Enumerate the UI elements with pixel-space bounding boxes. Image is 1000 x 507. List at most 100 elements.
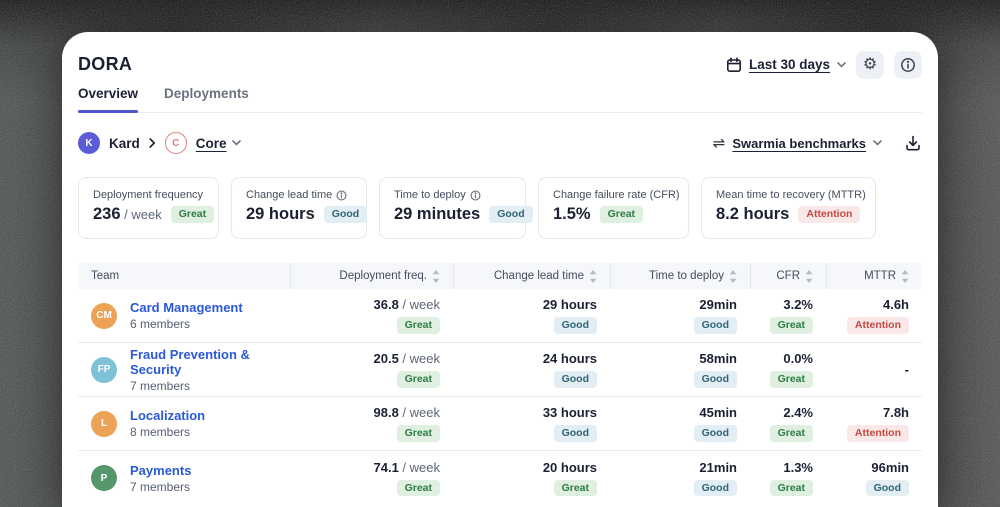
status-badge: Good xyxy=(865,479,909,497)
metric-cell: 74.1 / week Great xyxy=(290,451,453,505)
team-avatar: CM xyxy=(91,302,117,329)
status-badge: Great xyxy=(396,371,440,388)
date-range-selector[interactable]: Last 30 days xyxy=(726,56,846,73)
status-badge: Good xyxy=(693,425,737,442)
status-badge: Great xyxy=(396,425,440,442)
settings-button[interactable]: ⚙ xyxy=(856,50,884,79)
status-badge: Great xyxy=(599,206,644,223)
column-header-change-lead-time[interactable]: Change lead time xyxy=(453,263,610,289)
tab-overview[interactable]: Overview xyxy=(78,86,139,113)
metric-value: - xyxy=(904,362,909,377)
metric-cell: 4.6h Attention xyxy=(826,289,922,342)
breadcrumb: K Kard C Core xyxy=(78,132,241,154)
team-link[interactable]: Card Management xyxy=(130,300,243,315)
column-header-time-to-deploy[interactable]: Time to deploy xyxy=(610,263,750,289)
status-badge: Great xyxy=(396,317,440,334)
table-row[interactable]: FP Fraud Prevention & Security 7 members… xyxy=(78,343,922,397)
status-badge: Great xyxy=(396,479,440,497)
benchmarks-dropdown[interactable]: ⇌ Swarmia benchmarks xyxy=(713,136,882,151)
chevron-down-icon xyxy=(231,140,241,146)
metric-value: 1.5% xyxy=(553,205,591,223)
metric-value: 45min xyxy=(699,405,737,421)
metric-cell: 7.8h Attention xyxy=(826,397,922,450)
status-badge: Good xyxy=(553,317,597,334)
column-header-cfr[interactable]: CFR xyxy=(750,263,826,289)
team-link[interactable]: Payments xyxy=(130,462,192,478)
metric-value: 236 / week xyxy=(93,205,162,223)
table-row[interactable]: CM Card Management 6 members 36.8 / week… xyxy=(78,289,922,343)
team-avatar: L xyxy=(91,410,117,437)
metric-cell: 58min Good xyxy=(610,343,750,396)
metric-value: 0.0% xyxy=(783,351,813,367)
metric-cell: 2.4% Great xyxy=(750,397,826,450)
sort-arrows-icon xyxy=(432,269,440,283)
tab-deployments[interactable]: Deployments xyxy=(164,86,249,101)
metric-value: 36.8 / week xyxy=(373,297,441,313)
titlebar-controls: Last 30 days ⚙ xyxy=(726,50,922,79)
team-link[interactable]: Fraud Prevention & Security xyxy=(130,346,250,377)
info-icon[interactable] xyxy=(336,190,347,201)
team-avatar: FP xyxy=(91,356,117,383)
page-title: DORA xyxy=(78,54,133,74)
metric-cell: 20.5 / week Great xyxy=(290,343,453,396)
download-icon[interactable] xyxy=(904,134,922,152)
metric-value: 21min xyxy=(699,459,737,475)
metric-value: 1.3% xyxy=(783,459,813,475)
org-avatar: K xyxy=(78,132,100,154)
status-badge: Great xyxy=(769,317,813,334)
table-body: CM Card Management 6 members 36.8 / week… xyxy=(78,289,922,505)
metric-cell: 33 hours Good xyxy=(453,397,610,450)
breadcrumb-team-label: Core xyxy=(195,135,227,151)
team-members-count: 7 members xyxy=(130,479,191,494)
metric-card: Change lead time 29 hours Good xyxy=(231,177,368,239)
sort-arrows-icon xyxy=(901,269,909,283)
metric-value: 29min xyxy=(699,297,737,313)
app-window: DORA Last 30 days ⚙ Overview Deployments xyxy=(62,32,938,507)
status-badge: Great xyxy=(769,479,813,497)
status-badge: Attention xyxy=(798,206,861,223)
info-button[interactable] xyxy=(894,50,922,79)
table-row[interactable]: P Payments 7 members 74.1 / week Great 20 … xyxy=(78,451,922,505)
breadcrumb-team-dropdown[interactable]: Core xyxy=(196,136,241,151)
metric-value: 8.2 hours xyxy=(716,205,790,223)
status-badge: Good xyxy=(693,317,737,334)
team-link[interactable]: Localization xyxy=(130,408,206,423)
metric-value: 33 hours xyxy=(542,405,597,421)
date-range-label: Last 30 days xyxy=(748,57,830,72)
sort-arrows-icon xyxy=(805,269,813,283)
info-icon[interactable] xyxy=(470,190,481,201)
status-badge: Great xyxy=(769,371,813,388)
status-badge: Attention xyxy=(846,317,909,334)
metric-value: 98.8 / week xyxy=(373,405,441,421)
metric-cell: 96min Good xyxy=(826,451,922,505)
metric-cell: - xyxy=(826,343,922,396)
metric-value: 58min xyxy=(699,351,737,367)
team-members-count: 6 members xyxy=(130,317,191,331)
metric-value: 29 hours xyxy=(246,205,315,223)
gear-icon: ⚙ xyxy=(862,55,878,73)
metric-value: 4.6h xyxy=(882,297,909,313)
column-header-team: Team xyxy=(91,270,120,282)
metric-label: Change lead time xyxy=(246,189,333,201)
benchmark-controls: ⇌ Swarmia benchmarks xyxy=(713,134,922,152)
table-row[interactable]: L Localization 8 members 98.8 / week Grea… xyxy=(78,397,922,451)
column-header-deployment-freq[interactable]: Deployment freq. xyxy=(290,263,453,289)
compare-arrows-icon: ⇌ xyxy=(712,134,726,152)
status-badge: Good xyxy=(553,371,597,388)
metric-cell: 0.0% Great xyxy=(750,343,826,396)
metric-cell: 29min Good xyxy=(610,289,750,342)
metric-card: Deployment frequency 236 / week Great xyxy=(78,177,219,239)
metric-cell: 3.2% Great xyxy=(750,289,826,342)
context-bar: K Kard C Core ⇌ Swarmia benchmarks xyxy=(78,130,922,156)
status-badge: Great xyxy=(769,425,813,442)
status-badge: Attention xyxy=(846,425,909,442)
metric-cell: 45min Good xyxy=(610,397,750,450)
metric-value: 7.8h xyxy=(882,405,909,421)
chevron-down-icon xyxy=(873,140,882,146)
metric-card: Time to deploy 29 minutes Good xyxy=(379,177,533,239)
metric-cell: 29 hours Good xyxy=(453,289,610,342)
column-header-mttr[interactable]: MTTR xyxy=(826,263,922,289)
breadcrumb-org[interactable]: Kard xyxy=(109,135,140,151)
metric-card: Mean time to recovery (MTTR) 8.2 hours A… xyxy=(701,177,876,239)
